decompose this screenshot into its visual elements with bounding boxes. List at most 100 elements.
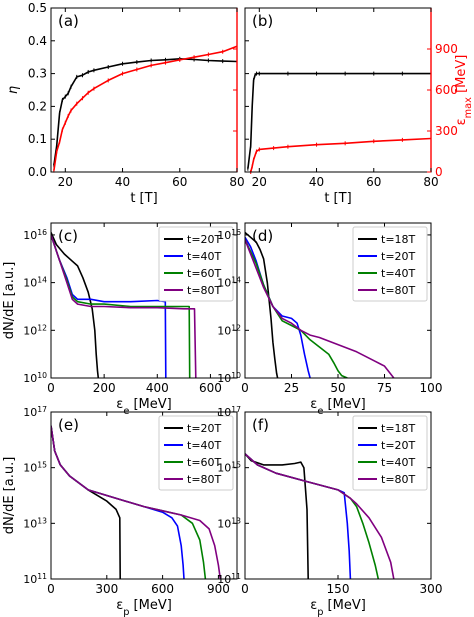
y2-tick-label-b: 300 xyxy=(435,124,458,138)
x-tick-label-b: 60 xyxy=(366,175,381,189)
y-tick-label-d: 1010 xyxy=(217,371,241,386)
y2-axis-label-b: εmax [MeV] xyxy=(454,55,474,126)
series-line-c-t20T xyxy=(51,232,100,378)
y-tick-label-f: 1011 xyxy=(217,572,241,587)
legend-box-c xyxy=(158,226,234,302)
panel-label-e: (e) xyxy=(58,416,79,434)
y-tick-label-f: 1017 xyxy=(217,405,241,420)
x-tick-label-c: 600 xyxy=(199,381,222,395)
series-line-d-t20T xyxy=(245,236,311,378)
legend-label-e: t=20T xyxy=(187,422,222,435)
y-tick-label-d: 1016 xyxy=(217,227,241,242)
y-tick-label-e: 1011 xyxy=(23,572,47,587)
y-axis-label-c: dN/dE [a.u.] xyxy=(2,262,17,340)
series-line-f-t20T xyxy=(245,453,352,579)
y2-tick-label-b: 0 xyxy=(435,165,443,179)
panel-label-d: (d) xyxy=(252,227,273,245)
legend-label-c: t=60T xyxy=(187,267,222,280)
panel-b: 20 40 60 800 300 600 900 (b) t [T] εmax [MeV] xyxy=(244,7,474,206)
x-axis-label-c: εe [MeV] xyxy=(116,397,171,417)
legend-label-c: t=40T xyxy=(187,250,222,263)
series-line-d-t40T xyxy=(245,239,348,378)
panel-a: 20 40 60 80 0.0 0.1 0.2 0.3 0.4 0.5 (a) t [T] η xyxy=(6,1,245,206)
x-tick-label-d: 75 xyxy=(377,381,392,395)
axes-frame-a xyxy=(50,7,238,173)
legend-box-e xyxy=(158,415,234,491)
x-tick-label-a: 60 xyxy=(172,175,187,189)
legend-box-d xyxy=(352,226,428,302)
y-axis-label-a: η xyxy=(6,86,21,94)
x-axis-label-e: εp [MeV] xyxy=(116,598,172,617)
x-tick-label-d: 25 xyxy=(284,381,299,395)
legend-label-d: t=80T xyxy=(381,284,416,297)
panel-label-b: (b) xyxy=(252,12,273,30)
y-tick-label-a: 0.1 xyxy=(28,132,47,146)
legend-label-e: t=80T xyxy=(187,473,222,486)
x-axis-label-b: t [T] xyxy=(324,191,351,206)
series-line-c-t80T xyxy=(51,234,197,378)
series-line-d-t18T xyxy=(245,231,279,378)
y-tick-label-a: 0.0 xyxy=(28,165,47,179)
x-tick-label-b: 80 xyxy=(423,175,438,189)
x-tick-label-a: 40 xyxy=(115,175,130,189)
legend-box-f xyxy=(352,415,428,491)
series-line-e-t80T xyxy=(51,425,222,579)
x-tick-label-f: 150 xyxy=(327,582,350,596)
series-line-a-right xyxy=(53,45,237,171)
panel-label-c: (c) xyxy=(58,227,78,245)
y-tick-label-a: 0.2 xyxy=(28,99,47,113)
legend-label-c: t=20T xyxy=(187,233,222,246)
legend-label-f: t=20T xyxy=(381,439,416,452)
legend-label-d: t=40T xyxy=(381,267,416,280)
x-tick-label-c: 200 xyxy=(93,381,116,395)
y-tick-label-a: 0.4 xyxy=(28,34,47,48)
x-tick-label-d: 50 xyxy=(330,381,345,395)
x-tick-label-e: 300 xyxy=(95,582,118,596)
y-tick-label-a: 0.5 xyxy=(28,1,47,15)
legend-label-c: t=80T xyxy=(187,284,222,297)
x-tick-label-d: 100 xyxy=(420,381,443,395)
y-tick-label-e: 1013 xyxy=(23,516,47,531)
x-tick-label-e: 0 xyxy=(47,582,55,596)
series-line-d-t80T xyxy=(245,239,395,378)
x-tick-label-a: 80 xyxy=(229,175,244,189)
legend-label-f: t=80T xyxy=(381,473,416,486)
y-tick-label-e: 1015 xyxy=(23,460,47,475)
y-tick-label-c: 1010 xyxy=(23,371,47,386)
series-line-b-right xyxy=(249,137,431,172)
legend-label-f: t=18T xyxy=(381,422,416,435)
y-tick-label-a: 0.3 xyxy=(28,67,47,81)
x-axis-label-a: t [T] xyxy=(130,191,157,206)
y-tick-label-f: 1013 xyxy=(217,516,241,531)
x-tick-label-b: 20 xyxy=(252,175,267,189)
y-tick-label-c: 1012 xyxy=(23,323,47,338)
x-tick-label-f: 300 xyxy=(420,582,443,596)
series-line-e-t20T xyxy=(51,425,121,579)
y-axis-label-e: dN/dE [a.u.] xyxy=(2,457,17,535)
panel-f: 0 150 300 1011 1013 1015 1017 (f) εp [MeV] t=18T t… xyxy=(217,405,442,617)
x-tick-label-b: 40 xyxy=(309,175,324,189)
y-tick-label-c: 1014 xyxy=(23,275,47,290)
axes-frame-c xyxy=(50,222,238,379)
x-axis-label-d: εe [MeV] xyxy=(310,397,365,417)
y2-tick-label-b: 900 xyxy=(435,42,458,56)
x-tick-label-e: 600 xyxy=(151,582,174,596)
x-tick-label-a: 20 xyxy=(58,175,73,189)
series-line-a-left xyxy=(53,57,237,166)
series-line-f-t80T xyxy=(245,453,395,579)
y-tick-label-e: 1017 xyxy=(23,405,47,420)
legend-label-e: t=60T xyxy=(187,456,222,469)
legend-label-d: t=20T xyxy=(381,250,416,263)
axes-frame-e xyxy=(50,411,238,580)
y-tick-label-f: 1015 xyxy=(217,460,241,475)
x-tick-label-e: 900 xyxy=(207,582,230,596)
panel-label-f: (f) xyxy=(252,416,269,434)
panel-d: 0 25 50 75 100 1010 1012 1014 1016 (d) εe [MeV] t=1… xyxy=(217,222,443,417)
panel-label-a: (a) xyxy=(58,12,79,30)
y-tick-label-d: 1012 xyxy=(217,323,241,338)
y-tick-label-c: 1016 xyxy=(23,227,47,242)
legend-label-f: t=40T xyxy=(381,456,416,469)
x-tick-label-d: 0 xyxy=(241,381,249,395)
